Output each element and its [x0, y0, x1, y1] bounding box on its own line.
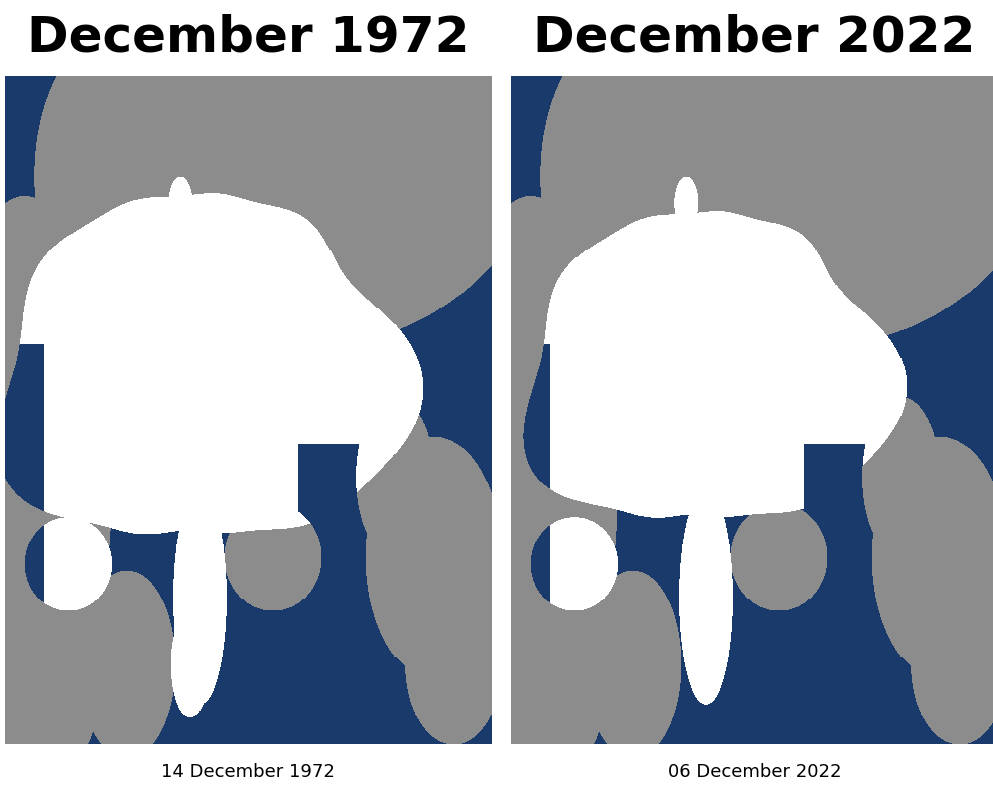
Text: 06 December 2022: 06 December 2022	[668, 763, 841, 781]
Text: December 2022: December 2022	[533, 14, 976, 62]
Text: 14 December 1972: 14 December 1972	[161, 763, 336, 781]
Text: December 1972: December 1972	[27, 14, 470, 62]
